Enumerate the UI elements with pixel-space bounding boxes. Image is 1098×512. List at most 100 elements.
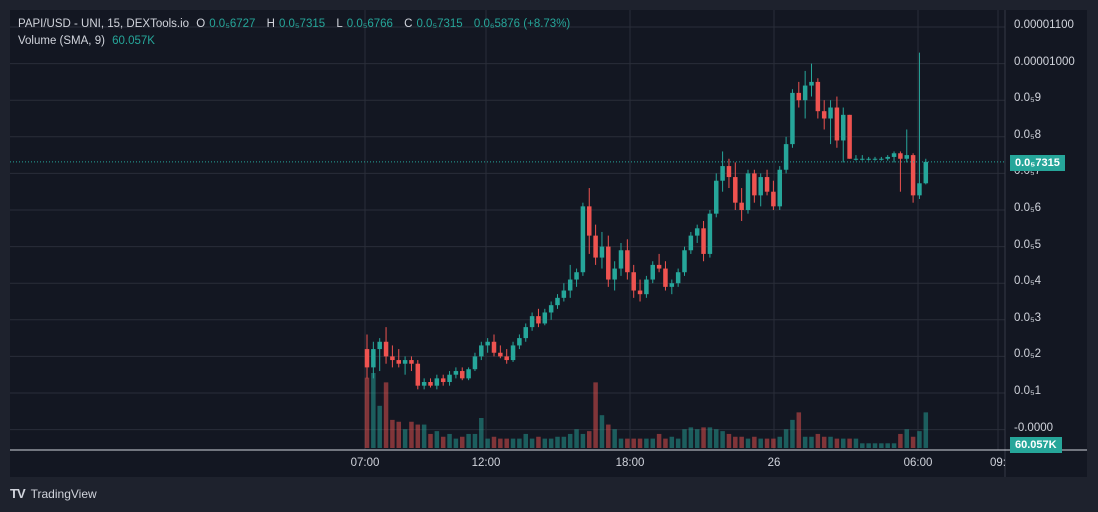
volume-bar bbox=[574, 429, 579, 448]
volume-bar bbox=[428, 433, 433, 448]
candle-body bbox=[472, 356, 478, 370]
volume-bar bbox=[694, 429, 700, 448]
volume-bar bbox=[383, 382, 389, 448]
volume-bar bbox=[580, 433, 586, 448]
candle-body bbox=[402, 360, 408, 364]
volume-bar bbox=[790, 419, 795, 448]
candle-body bbox=[707, 213, 713, 254]
price-tick-label: 0.0₅1 bbox=[1014, 385, 1042, 397]
candle-body bbox=[644, 279, 649, 295]
candle-body bbox=[421, 382, 427, 386]
candle-body bbox=[733, 177, 738, 203]
candle-body bbox=[663, 268, 668, 287]
volume-bar bbox=[656, 433, 662, 448]
candle-body bbox=[434, 378, 440, 386]
volume-bar bbox=[618, 438, 624, 448]
candle-body bbox=[555, 297, 560, 306]
candle-body bbox=[504, 356, 509, 361]
volume-bar bbox=[561, 436, 567, 448]
candle-body bbox=[923, 161, 929, 184]
volume-header: Volume (SMA, 9) 60.057K bbox=[18, 35, 159, 47]
volume-bar bbox=[371, 373, 376, 448]
volume-bar bbox=[453, 438, 459, 448]
chart-pane[interactable]: PAPI/USD - UNI, 15, DEXTools.io O 0.0₅672… bbox=[10, 10, 1087, 477]
time-tick-label: 26 bbox=[767, 457, 781, 469]
tradingview-brand: TradingView bbox=[30, 486, 97, 501]
volume-bar bbox=[555, 436, 560, 448]
volume-bar bbox=[898, 433, 903, 448]
candle-body bbox=[390, 356, 395, 361]
candle-body bbox=[415, 363, 421, 386]
candle-body bbox=[688, 235, 694, 251]
volume-bar bbox=[758, 438, 763, 448]
candle-body bbox=[466, 369, 471, 379]
volume-bar bbox=[434, 431, 440, 448]
candle-body bbox=[383, 341, 389, 357]
candle-body bbox=[523, 327, 528, 339]
ohlc-header: PAPI/USD - UNI, 15, DEXTools.io O 0.0₅672… bbox=[18, 18, 571, 30]
close-value: 0.0₅7315 bbox=[416, 18, 463, 30]
candle-body bbox=[599, 246, 605, 258]
volume-bar bbox=[783, 429, 789, 448]
volume-label: Volume (SMA, 9) bbox=[18, 35, 105, 47]
volume-bar bbox=[860, 443, 865, 448]
candle-body bbox=[860, 158, 865, 160]
volume-bar bbox=[879, 443, 884, 448]
volume-bar bbox=[504, 438, 509, 448]
volume-bar bbox=[682, 429, 687, 448]
volume-bar bbox=[910, 436, 916, 448]
candle-body bbox=[587, 206, 592, 236]
volume-bar bbox=[853, 438, 859, 448]
volume-bar bbox=[739, 436, 744, 448]
volume-bar bbox=[440, 436, 446, 448]
volume-bar bbox=[771, 438, 776, 448]
volume-bar bbox=[726, 433, 732, 448]
candle-body bbox=[440, 378, 446, 383]
candle-body bbox=[606, 246, 611, 280]
candle-body bbox=[904, 155, 909, 159]
current-price-tag: 0.0₅7315 bbox=[1010, 155, 1065, 171]
candlestick-chart[interactable] bbox=[10, 10, 1087, 477]
candle-body bbox=[567, 279, 573, 291]
candle-body bbox=[752, 173, 757, 196]
candle-body bbox=[453, 371, 459, 375]
candle-body bbox=[828, 107, 833, 119]
candle-body bbox=[510, 345, 516, 361]
candle-body bbox=[745, 173, 751, 210]
candle-body bbox=[834, 107, 840, 141]
volume-bar bbox=[714, 429, 719, 448]
candle-body bbox=[529, 316, 535, 328]
candle-body bbox=[720, 166, 725, 181]
candle-body bbox=[682, 250, 687, 273]
candle-body bbox=[879, 158, 884, 160]
volume-bar bbox=[904, 429, 909, 448]
volume-bar bbox=[669, 436, 675, 448]
candle-body bbox=[548, 305, 554, 313]
volume-bar bbox=[764, 438, 770, 448]
candle-body bbox=[618, 250, 624, 269]
candle-body bbox=[631, 272, 636, 291]
candle-body bbox=[364, 349, 370, 368]
candle-body bbox=[669, 283, 675, 287]
candle-body bbox=[821, 111, 827, 119]
volume-bar bbox=[402, 429, 408, 448]
open-value: 0.0₅6727 bbox=[209, 18, 256, 30]
volume-bar bbox=[637, 438, 643, 448]
tradingview-footer[interactable]: TV TradingView bbox=[10, 486, 97, 501]
price-tick-label: 0.0₅8 bbox=[1014, 128, 1042, 141]
volume-bar bbox=[872, 443, 878, 448]
candle-body bbox=[771, 191, 776, 207]
volume-bar bbox=[631, 438, 636, 448]
volume-bar bbox=[707, 427, 713, 448]
time-tick-label: 09: bbox=[990, 457, 1006, 469]
volume-bar bbox=[377, 405, 382, 448]
volume-bar bbox=[491, 436, 497, 448]
volume-bar bbox=[841, 438, 846, 448]
candle-body bbox=[802, 85, 808, 101]
candle-body bbox=[371, 349, 376, 368]
candle-body bbox=[796, 92, 802, 101]
volume-bar bbox=[472, 433, 478, 448]
volume-bar bbox=[415, 424, 421, 448]
volume-bar bbox=[510, 438, 516, 448]
candle-body bbox=[460, 371, 465, 379]
